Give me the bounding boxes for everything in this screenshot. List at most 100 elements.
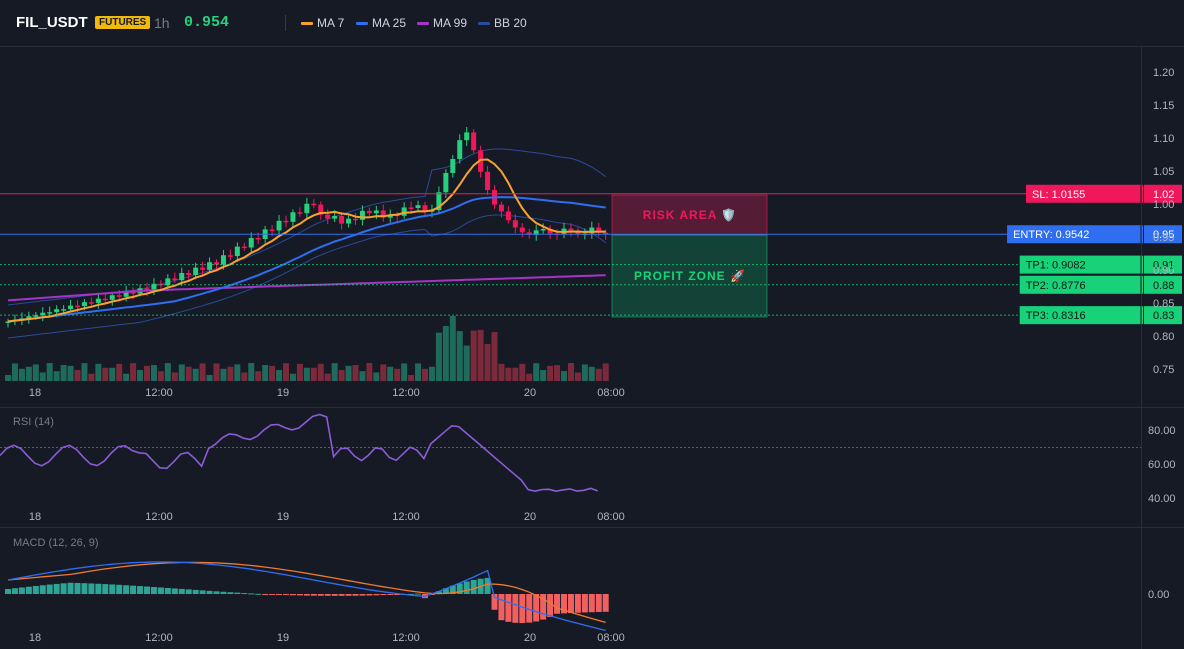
candle-body[interactable] bbox=[269, 229, 275, 231]
candle-body[interactable] bbox=[290, 212, 296, 222]
legend-ma7[interactable]: MA 7 bbox=[301, 16, 344, 30]
candle-body[interactable] bbox=[193, 267, 199, 275]
candle-body[interactable] bbox=[332, 215, 338, 219]
candlesticks[interactable] bbox=[5, 126, 609, 328]
candle-body[interactable] bbox=[353, 218, 358, 221]
candle-body[interactable] bbox=[26, 316, 32, 319]
candle-body[interactable] bbox=[241, 246, 247, 249]
legend-bb20[interactable]: BB 20 bbox=[478, 16, 527, 30]
legend-ma25[interactable]: MA 25 bbox=[356, 16, 406, 30]
macd-histogram-bar bbox=[442, 588, 449, 594]
candle-body[interactable] bbox=[276, 220, 282, 231]
candle-body[interactable] bbox=[172, 278, 178, 281]
candle-body[interactable] bbox=[234, 246, 240, 257]
candle-body[interactable] bbox=[457, 140, 463, 160]
candle-body[interactable] bbox=[505, 211, 511, 221]
candle-body[interactable] bbox=[248, 238, 254, 248]
macd-histogram-bar bbox=[310, 594, 317, 596]
candle-body[interactable] bbox=[61, 309, 67, 311]
candle-body[interactable] bbox=[130, 291, 136, 294]
candle-body[interactable] bbox=[81, 302, 87, 307]
candle-body[interactable] bbox=[346, 218, 352, 224]
candle-body[interactable] bbox=[297, 212, 303, 214]
candle-body[interactable] bbox=[311, 203, 317, 206]
candle-body[interactable] bbox=[512, 220, 518, 228]
candle-body[interactable] bbox=[401, 207, 407, 216]
volume-bar bbox=[449, 316, 456, 381]
candle-body[interactable] bbox=[519, 227, 525, 233]
candle-body[interactable] bbox=[220, 255, 226, 265]
macd-histogram-bar bbox=[137, 586, 144, 594]
candle-body[interactable] bbox=[68, 305, 74, 310]
candle-body[interactable] bbox=[151, 283, 157, 291]
candle-body[interactable] bbox=[144, 288, 150, 291]
candle-body[interactable] bbox=[5, 321, 11, 323]
candle-body[interactable] bbox=[366, 210, 372, 214]
candle-body[interactable] bbox=[116, 295, 122, 297]
candle-body[interactable] bbox=[75, 305, 80, 308]
candle-body[interactable] bbox=[436, 192, 442, 211]
candle-body[interactable] bbox=[408, 207, 414, 209]
volume-bar bbox=[540, 369, 547, 381]
candle-body[interactable] bbox=[603, 232, 609, 235]
candle-body[interactable] bbox=[547, 229, 553, 234]
candle-body[interactable] bbox=[54, 309, 60, 313]
price-tick: 0.90 bbox=[1153, 265, 1174, 277]
candle-body[interactable] bbox=[214, 262, 219, 265]
futures-badge: FUTURES bbox=[95, 16, 151, 29]
candle-body[interactable] bbox=[33, 315, 39, 317]
candle-body[interactable] bbox=[526, 232, 532, 235]
candle-body[interactable] bbox=[179, 273, 185, 281]
volume-bar bbox=[338, 369, 345, 381]
candle-body[interactable] bbox=[95, 298, 101, 303]
volume-bar bbox=[310, 367, 317, 381]
candle-body[interactable] bbox=[123, 291, 129, 297]
candle-body[interactable] bbox=[373, 210, 379, 214]
candle-body[interactable] bbox=[568, 228, 574, 231]
candle-body[interactable] bbox=[422, 205, 428, 212]
candle-body[interactable] bbox=[165, 278, 171, 286]
candle-body[interactable] bbox=[540, 229, 546, 231]
volume-bar bbox=[213, 363, 220, 381]
candle-body[interactable] bbox=[109, 295, 115, 300]
candle-body[interactable] bbox=[339, 215, 345, 224]
candle-body[interactable] bbox=[589, 227, 595, 234]
candle-body[interactable] bbox=[325, 214, 331, 219]
timeframe-label[interactable]: 1h bbox=[154, 15, 170, 31]
candle-body[interactable] bbox=[464, 132, 470, 141]
candle-body[interactable] bbox=[485, 171, 491, 191]
candle-body[interactable] bbox=[304, 203, 310, 214]
candle-body[interactable] bbox=[380, 210, 386, 218]
candle-body[interactable] bbox=[533, 230, 539, 235]
candle-body[interactable] bbox=[443, 172, 449, 193]
volume-bar bbox=[199, 363, 206, 381]
time-tick-macd: 18 bbox=[29, 632, 41, 644]
candle-body[interactable] bbox=[415, 205, 421, 209]
macd-histogram-bar bbox=[561, 594, 567, 614]
candle-body[interactable] bbox=[318, 204, 324, 215]
candle-body[interactable] bbox=[471, 132, 477, 151]
candle-body[interactable] bbox=[596, 227, 602, 233]
legend-ma99[interactable]: MA 99 bbox=[417, 16, 467, 30]
candle-body[interactable] bbox=[40, 312, 46, 316]
volume-bar bbox=[53, 371, 60, 381]
candle-body[interactable] bbox=[102, 298, 108, 301]
macd-histogram-bar bbox=[394, 594, 401, 595]
candle-body[interactable] bbox=[450, 159, 456, 173]
price-axis[interactable]: 1.20 1.15 1.10 1.05 1.00 0.95 0.90 0.85 0.80 0.75 bbox=[1153, 67, 1174, 376]
symbol-name[interactable]: FIL_USDT bbox=[16, 14, 88, 31]
candle-body[interactable] bbox=[283, 220, 289, 223]
candle-body[interactable] bbox=[498, 204, 504, 212]
volume-bar bbox=[18, 368, 25, 381]
candle-body[interactable] bbox=[186, 273, 192, 275]
candle-body[interactable] bbox=[88, 302, 94, 304]
macd-histogram-bar bbox=[276, 594, 283, 595]
candle-body[interactable] bbox=[200, 267, 206, 270]
candle-body[interactable] bbox=[47, 312, 53, 314]
volume-bar bbox=[227, 366, 234, 381]
candle-body[interactable] bbox=[359, 210, 365, 220]
candle-body[interactable] bbox=[207, 262, 213, 270]
candle-body[interactable] bbox=[255, 238, 261, 240]
candle-body[interactable] bbox=[227, 255, 233, 257]
